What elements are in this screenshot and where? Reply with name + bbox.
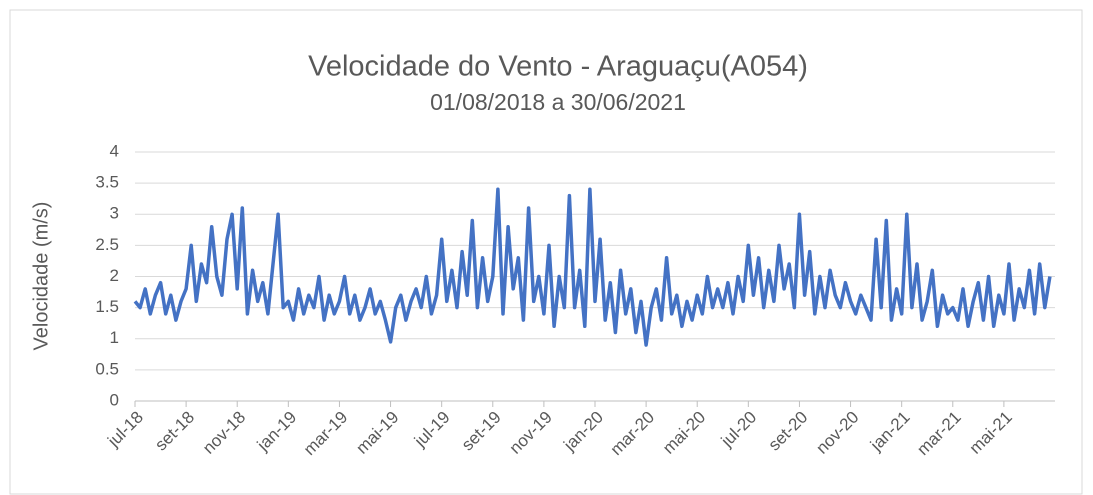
y-tick-label: 0.5 [95,359,119,378]
y-tick-label: 2 [110,266,119,285]
y-axis-label: Velocidade (m/s) [30,202,52,351]
y-tick-label: 1 [110,328,119,347]
chart-title: Velocidade do Vento - Araguaçu(A054) [308,51,808,83]
y-tick-label: 4 [110,141,119,160]
y-tick-label: 2.5 [95,235,119,254]
chart-subtitle: 01/08/2018 a 30/06/2021 [430,89,686,115]
y-tick-label: 3.5 [95,173,119,192]
y-tick-label: 3 [110,204,119,223]
data-line [133,187,1052,347]
y-tick-label: 0 [110,390,119,409]
y-tick-label: 1.5 [95,297,119,316]
